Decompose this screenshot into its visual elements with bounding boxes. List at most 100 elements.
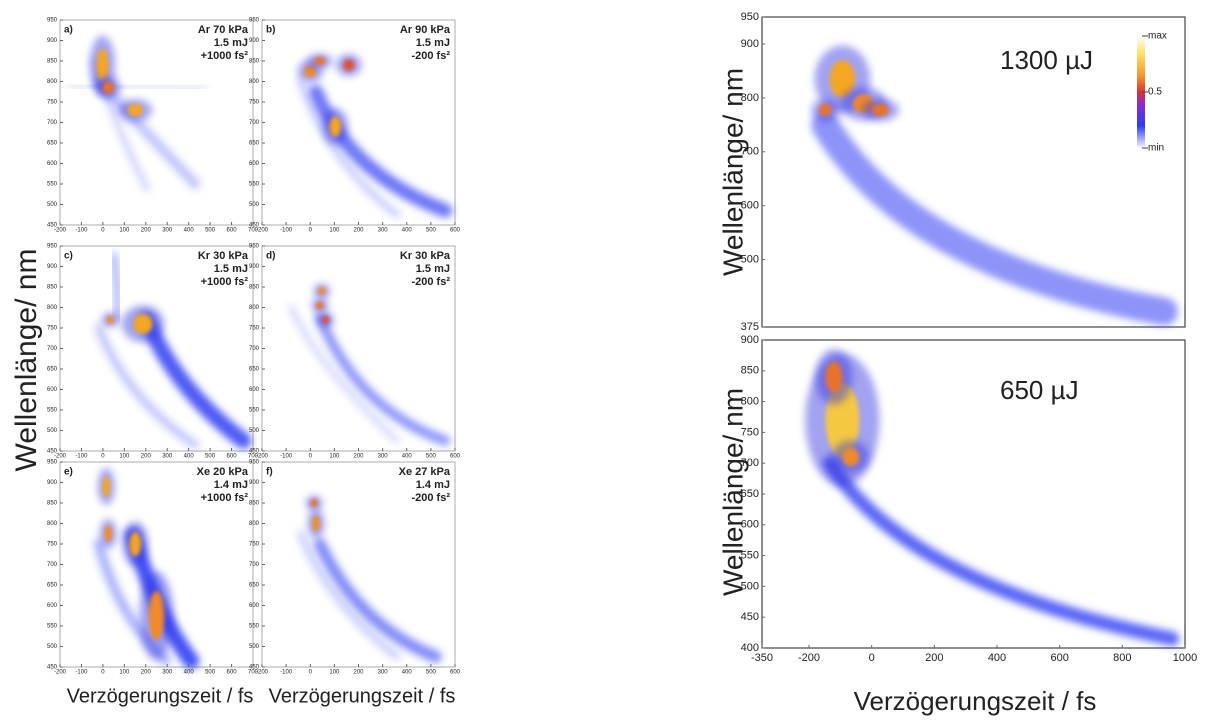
x-tick-label: -200: [54, 228, 67, 234]
y-tick-label: 600: [47, 603, 58, 609]
intensity-peak: [148, 591, 165, 641]
y-tick-label: 600: [249, 387, 260, 393]
annotation: 650 µJ: [1000, 375, 1079, 405]
intensity-peak: [842, 447, 860, 467]
y-tick-label: 900: [249, 264, 260, 270]
x-tick-label: 500: [426, 454, 437, 460]
intensity-band: [811, 111, 1178, 326]
y-tick-label: 850: [47, 285, 58, 291]
annotation: 1.5 mJ: [416, 37, 450, 49]
y-tick-label: 550: [47, 408, 58, 414]
y-tick-label: 900: [47, 38, 58, 44]
x-tick-label: 400: [184, 228, 195, 234]
x-tick-label: 500: [205, 454, 216, 460]
panel-letter: d): [266, 251, 275, 262]
x-tick-label: 200: [141, 228, 152, 234]
intensity-peak: [129, 531, 142, 557]
y-tick-label: 650: [249, 583, 260, 589]
y-tick-label: 750: [249, 542, 260, 548]
annotation: 1.4 mJ: [416, 479, 450, 491]
y-tick-label: 550: [249, 182, 260, 188]
annotation: 1.5 mJ: [214, 37, 248, 49]
x-tick-label: 0: [101, 670, 105, 676]
y-tick-label: 450: [47, 665, 58, 671]
x-tick-label: 200: [141, 670, 152, 676]
panel: 450 500 550 600 650 700 750 800 850 900 950 -200 -10…: [47, 244, 259, 460]
x-tick-label: 700: [248, 670, 259, 676]
x-tick-label: 600: [227, 228, 238, 234]
y-tick-label: 700: [47, 346, 58, 352]
y-tick-label: 600: [249, 161, 260, 167]
x-tick-label: 600: [450, 454, 461, 460]
x-tick-label: 0: [309, 454, 313, 460]
annotation: 1.5 mJ: [214, 263, 248, 275]
intensity-band: [297, 530, 401, 660]
annotation: 1.4 mJ: [214, 479, 248, 491]
intensity-peak: [127, 104, 143, 117]
y-tick-label: 650: [47, 141, 58, 147]
annotation: Xe 27 kPa: [399, 466, 451, 478]
y-axis-label: Wellenlänge/ nm: [717, 68, 748, 276]
x-tick-label: 800: [1113, 652, 1131, 664]
intensity-peak: [825, 361, 843, 393]
x-tick-label: 600: [450, 228, 461, 234]
panel-letter: c): [64, 251, 73, 262]
x-tick-label: 200: [353, 454, 364, 460]
x-tick-label: 100: [329, 228, 340, 234]
annotation: Kr 30 kPa: [198, 250, 249, 262]
x-tick-label: 600: [450, 670, 461, 676]
x-tick-label: -100: [75, 454, 88, 460]
x-tick-label: 700: [248, 228, 259, 234]
y-tick-label: 850: [249, 59, 260, 65]
y-tick-label: 450: [741, 611, 759, 623]
panel: 450 500 550 600 650 700 750 800 850 900 950 -200 -10…: [249, 18, 461, 234]
intensity-peak: [329, 116, 342, 137]
intensity-peak: [316, 301, 324, 310]
panel-letter: b): [266, 25, 275, 36]
annotation: Ar 90 kPa: [400, 24, 451, 36]
intensity-peak: [102, 476, 111, 497]
y-tick-label: 900: [47, 264, 58, 270]
annotation: -200 fs²: [411, 492, 450, 504]
y-tick-label: 800: [47, 79, 58, 85]
x-tick-label: -350: [751, 652, 773, 664]
x-tick-label: 400: [184, 454, 195, 460]
y-axis-label: Wellenlänge/ nm: [10, 249, 43, 472]
annotation: +1000 fs²: [201, 50, 249, 62]
x-tick-label: 200: [353, 228, 364, 234]
intensity-peak: [102, 81, 115, 94]
intensity-band: [309, 84, 453, 218]
x-tick-label: -200: [798, 652, 820, 664]
annotation: +1000 fs²: [201, 276, 249, 288]
annotation: Ar 70 kPa: [198, 24, 249, 36]
x-tick-label: -200: [256, 228, 269, 234]
x-tick-label: 0: [101, 228, 105, 234]
intensity-band: [313, 538, 442, 663]
y-tick-label: 550: [741, 550, 759, 562]
y-tick-label: 800: [741, 92, 759, 104]
x-tick-label: 700: [248, 454, 259, 460]
x-tick-label: -100: [75, 228, 88, 234]
y-tick-label: 450: [249, 449, 260, 455]
y-tick-label: 750: [741, 426, 759, 438]
intensity-peak: [819, 103, 832, 117]
panel: 450 500 550 600 650 700 750 800 850 900 950 -200 -10…: [249, 460, 461, 676]
x-tick-label: 400: [988, 652, 1006, 664]
x-tick-label: -100: [280, 670, 293, 676]
intensity-peak: [829, 60, 856, 98]
y-tick-label: 800: [249, 79, 260, 85]
x-tick-label: 300: [378, 228, 389, 234]
x-tick-label: 600: [227, 670, 238, 676]
x-tick-label: 500: [205, 670, 216, 676]
x-tick-label: 500: [426, 670, 437, 676]
y-tick-label: 600: [741, 519, 759, 531]
y-tick-label: 950: [249, 460, 260, 466]
y-tick-label: 800: [47, 521, 58, 527]
y-tick-label: 950: [47, 460, 58, 466]
intensity-band: [94, 324, 200, 449]
y-tick-label: 950: [741, 11, 759, 23]
annotation: 1.5 mJ: [416, 263, 450, 275]
y-tick-label: 700: [47, 562, 58, 568]
y-tick-label: 500: [47, 644, 58, 650]
